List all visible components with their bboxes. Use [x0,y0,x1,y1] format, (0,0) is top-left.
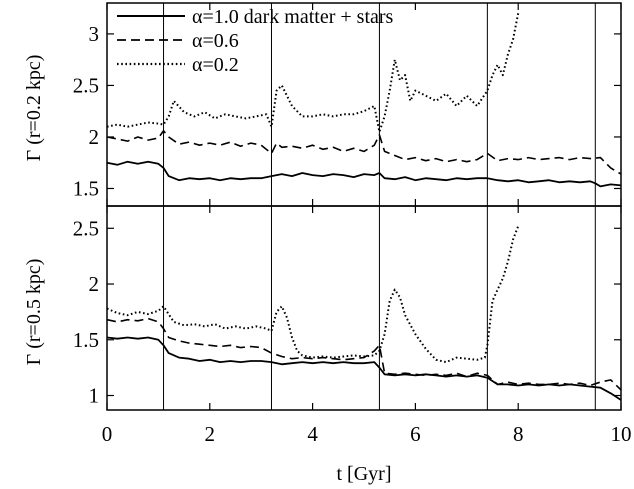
bottom-y-tick-label: 1 [89,384,100,408]
bottom-series-dashed-line [106,317,622,391]
bottom-y-tick-label: 1.5 [73,328,99,352]
bottom-y-tick-label: 2 [89,272,100,296]
x-tick-label: 8 [513,422,524,446]
bottom-panel: 1 1.5 2 2.5 0 2 4 6 8 10 [73,205,632,446]
bottom-y-axis-label: Γ (r=0.5 kpc) [23,259,45,366]
top-series-dashed-line [106,130,622,175]
legend-label: α=0.2 [192,54,239,76]
top-series-solid-line [106,160,622,188]
legend-label: α=0.6 [192,30,239,52]
y-axis-labels: Γ (r=0.2 kpc) Γ (r=0.5 kpc) [23,55,45,366]
top-y-tick-label: 3 [89,22,100,46]
bottom-series-dotted-line [106,225,520,364]
bottom-series-solid-line [106,336,622,401]
top-plot-frame [106,2,622,207]
top-series-dotted-line [106,13,520,133]
x-tick-label: 2 [205,422,216,446]
x-tick-label: 10 [611,422,632,446]
bottom-plot-frame [106,205,622,411]
x-tick-label: 6 [410,422,421,446]
top-y-tick-label: 2.5 [73,73,99,97]
legend-label: α=1.0 dark matter + stars [192,6,394,28]
x-tick-label: 0 [102,422,113,446]
bottom-y-tick-label: 2.5 [73,216,99,240]
x-axis-label: t [Gyr] [337,463,392,485]
x-tick-label: 4 [307,422,318,446]
top-y-tick-label: 2 [89,125,100,149]
top-panel: 1.5 2 2.5 3 [73,2,622,207]
top-y-tick-label: 1.5 [73,176,99,200]
top-y-axis-label: Γ (r=0.2 kpc) [23,55,45,162]
